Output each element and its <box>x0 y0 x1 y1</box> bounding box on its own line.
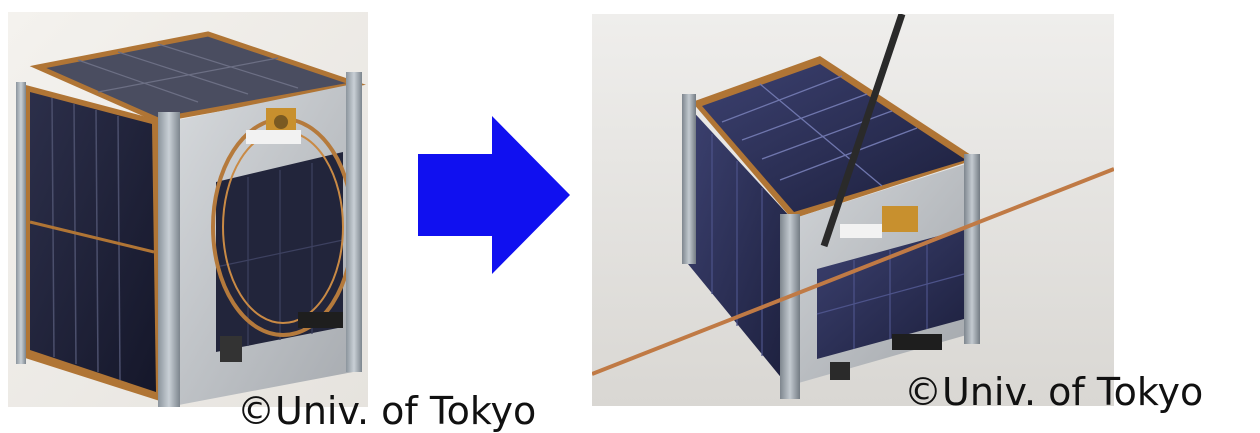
caption-left: ©Univ. of Tokyo <box>237 389 537 433</box>
right-arrow-icon <box>414 114 574 276</box>
photo-cubesat-stowed <box>8 12 368 407</box>
caption-right: ©Univ. of Tokyo <box>904 370 1204 414</box>
photo-cubesat-deployed <box>592 14 1114 406</box>
